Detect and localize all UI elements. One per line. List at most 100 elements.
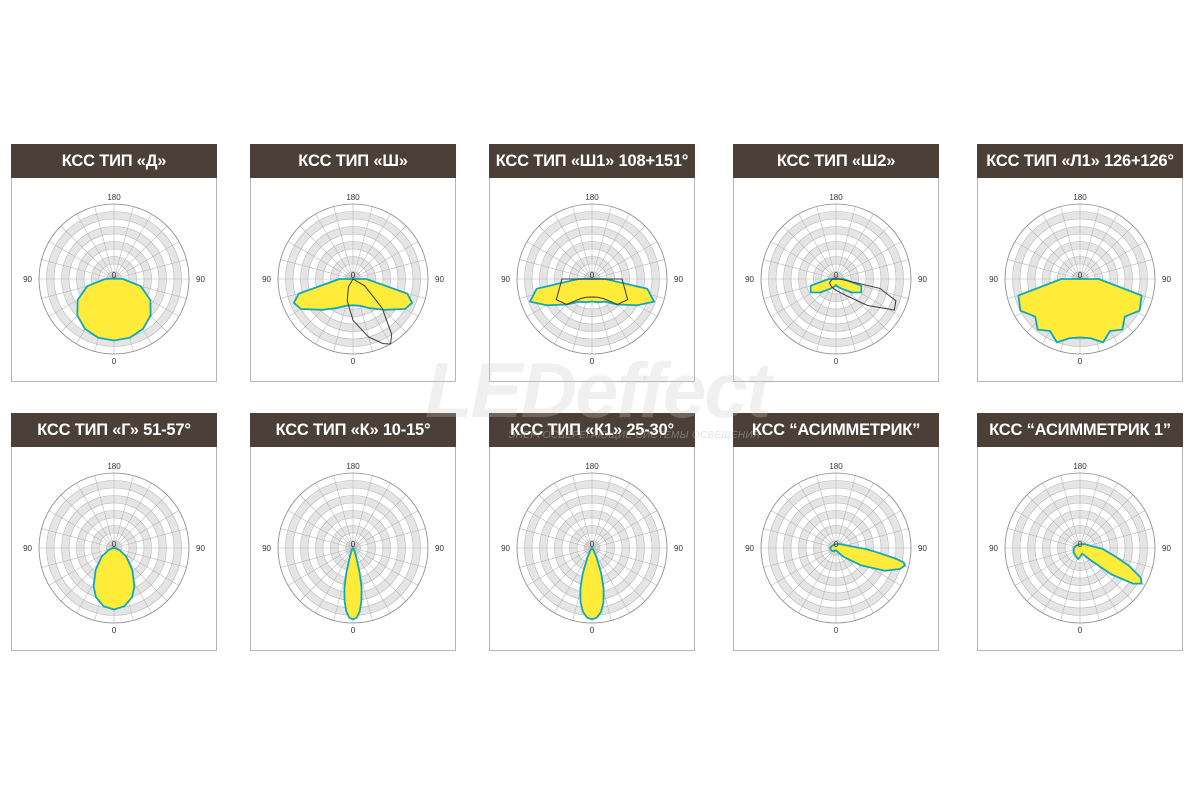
tick-label-left: 90	[262, 275, 271, 284]
tick-label-bottom: 0	[112, 357, 117, 366]
tick-label-right: 90	[196, 275, 205, 284]
tick-label-bottom: 0	[351, 626, 356, 635]
polar-chart: 180 0 90 90 0	[262, 193, 444, 366]
intensity-curve	[343, 547, 363, 621]
polar-chart-panel: КСС ТИП «К» 10-15° 180 0 90 90 0	[250, 413, 456, 651]
tick-label-right: 90	[435, 275, 444, 284]
polar-outline	[277, 203, 429, 355]
tick-label-center: 0	[590, 540, 595, 549]
tick-label-right: 90	[1162, 544, 1171, 553]
tick-label-center: 0	[834, 540, 839, 549]
tick-label-center: 0	[112, 271, 117, 280]
tick-label-right: 90	[674, 275, 683, 284]
tick-label-left: 90	[745, 544, 754, 553]
chart-title: КСС ТИП «Ш»	[250, 144, 456, 178]
tick-label-left: 90	[501, 544, 510, 553]
polar-chart: 180 0 90 90 0	[23, 193, 205, 366]
tick-label-left: 90	[23, 275, 32, 284]
polar-outline	[38, 472, 190, 624]
tick-label-bottom: 0	[590, 626, 595, 635]
tick-label-center: 0	[351, 271, 356, 280]
chart-title: КСС “АСИММЕТРИК 1”	[977, 413, 1183, 447]
polar-outline	[760, 203, 912, 355]
polar-chart: 180 0 90 90 0	[501, 462, 683, 635]
chart-title: КСС “АСИММЕТРИК”	[733, 413, 939, 447]
tick-label-left: 90	[745, 275, 754, 284]
tick-label-top: 180	[585, 193, 599, 202]
chart-title: КСС ТИП «Л1» 126+126°	[977, 144, 1183, 178]
tick-label-left: 90	[989, 544, 998, 553]
polar-chart-panel: КСС ТИП «Д» 180 0 90 90 0	[11, 144, 217, 382]
polar-chart-panel: КСС ТИП «Ш1» 108+151° 180 0 90 90 0	[489, 144, 695, 382]
intensity-curve-secondary	[346, 278, 393, 345]
tick-label-left: 90	[989, 275, 998, 284]
polar-outline	[277, 472, 429, 624]
polar-chart-panel: КСС “АСИММЕТРИК 1” 180 0 90 90 0	[977, 413, 1183, 651]
intensity-curve	[579, 547, 605, 621]
chart-title: КСС ТИП «Ш2»	[733, 144, 939, 178]
tick-label-center: 0	[1078, 540, 1083, 549]
tick-label-bottom: 0	[590, 357, 595, 366]
chart-title: КСС ТИП «Д»	[11, 144, 217, 178]
tick-label-bottom: 0	[834, 626, 839, 635]
tick-label-top: 180	[107, 462, 121, 471]
tick-label-center: 0	[1078, 271, 1083, 280]
polar-outline	[1004, 203, 1156, 355]
tick-label-top: 180	[829, 462, 843, 471]
tick-label-right: 90	[1162, 275, 1171, 284]
tick-label-left: 90	[501, 275, 510, 284]
tick-label-right: 90	[918, 544, 927, 553]
polar-chart-panel: КСС ТИП «Ш2» 180 0 90 90 0	[733, 144, 939, 382]
intensity-curve	[829, 543, 906, 572]
tick-label-center: 0	[590, 271, 595, 280]
polar-chart: 180 0 90 90 0	[745, 193, 927, 366]
tick-label-top: 180	[829, 193, 843, 202]
tick-label-top: 180	[346, 462, 360, 471]
polar-outline	[516, 472, 668, 624]
intensity-curve	[76, 277, 152, 342]
tick-label-center: 0	[112, 540, 117, 549]
polar-chart-panel: КСС ТИП «К1» 25-30° 180 0 90 90 0	[489, 413, 695, 651]
intensity-curve	[293, 278, 413, 311]
polar-chart: 180 0 90 90 0	[989, 462, 1171, 635]
tick-label-bottom: 0	[351, 357, 356, 366]
intensity-curve-secondary	[828, 278, 897, 311]
polar-outline	[38, 203, 190, 355]
tick-label-bottom: 0	[1078, 626, 1083, 635]
intensity-curve	[92, 547, 136, 611]
tick-label-right: 90	[196, 544, 205, 553]
polar-chart-panel: КСС ТИП «Г» 51-57° 180 0 90 90 0	[11, 413, 217, 651]
tick-label-right: 90	[918, 275, 927, 284]
chart-title: КСС ТИП «Ш1» 108+151°	[489, 144, 695, 178]
tick-label-bottom: 0	[834, 357, 839, 366]
tick-label-right: 90	[674, 544, 683, 553]
tick-label-top: 180	[107, 193, 121, 202]
tick-label-center: 0	[834, 271, 839, 280]
polar-outline	[1004, 472, 1156, 624]
tick-label-left: 90	[23, 544, 32, 553]
polar-chart: 180 0 90 90 0	[989, 193, 1171, 366]
tick-label-top: 180	[585, 462, 599, 471]
tick-label-left: 90	[262, 544, 271, 553]
polar-outline	[516, 203, 668, 355]
polar-chart: 180 0 90 90 0	[262, 462, 444, 635]
tick-label-top: 180	[346, 193, 360, 202]
tick-label-center: 0	[351, 540, 356, 549]
polar-chart-panel: КСС “АСИММЕТРИК” 180 0 90 90 0	[733, 413, 939, 651]
chart-title: КСС ТИП «Г» 51-57°	[11, 413, 217, 447]
intensity-curve	[1072, 543, 1143, 585]
polar-outline	[760, 472, 912, 624]
chart-title: КСС ТИП «К» 10-15°	[250, 413, 456, 447]
tick-label-top: 180	[1073, 462, 1087, 471]
tick-label-bottom: 0	[1078, 357, 1083, 366]
intensity-curve	[1017, 278, 1143, 344]
polar-chart: 180 0 90 90 0	[501, 193, 683, 366]
intensity-curve	[809, 278, 863, 294]
polar-chart-panel: КСС ТИП «Л1» 126+126° 180 0 90 90 0	[977, 144, 1183, 382]
tick-label-right: 90	[435, 544, 444, 553]
polar-chart: 180 0 90 90 0	[745, 462, 927, 635]
tick-label-top: 180	[1073, 193, 1087, 202]
polar-chart-panel: КСС ТИП «Ш» 180 0 90 90 0	[250, 144, 456, 382]
tick-label-bottom: 0	[112, 626, 117, 635]
intensity-curve	[529, 278, 655, 307]
